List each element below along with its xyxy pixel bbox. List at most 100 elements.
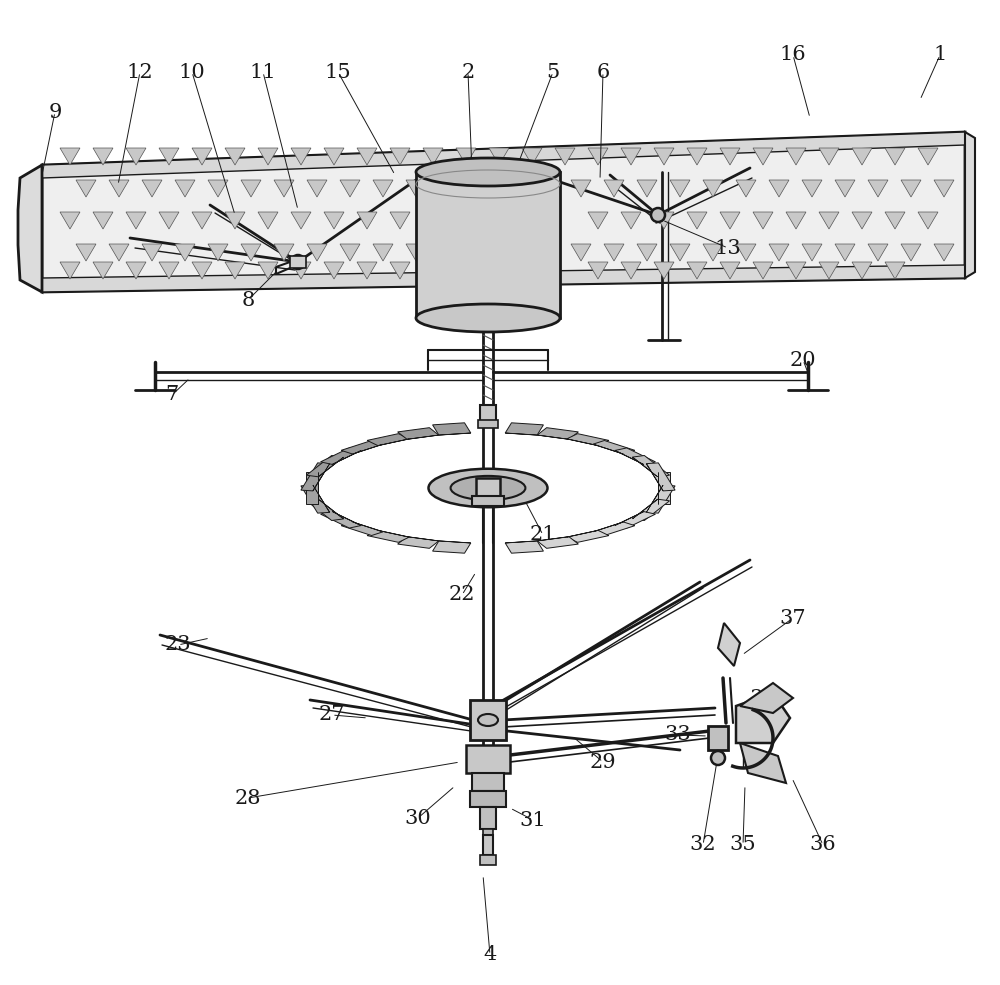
Polygon shape	[175, 244, 195, 261]
Polygon shape	[687, 262, 707, 279]
Polygon shape	[819, 148, 839, 165]
Polygon shape	[318, 499, 344, 519]
Polygon shape	[390, 212, 410, 229]
Polygon shape	[786, 148, 806, 165]
Polygon shape	[93, 148, 113, 165]
Polygon shape	[225, 262, 245, 279]
Polygon shape	[637, 180, 657, 197]
Polygon shape	[301, 463, 330, 491]
Polygon shape	[505, 423, 543, 435]
Bar	[483, 829, 493, 837]
Polygon shape	[718, 623, 740, 666]
Polygon shape	[621, 262, 641, 279]
Ellipse shape	[451, 476, 525, 500]
Polygon shape	[353, 522, 383, 532]
Polygon shape	[332, 450, 361, 464]
Polygon shape	[670, 180, 690, 197]
Polygon shape	[306, 472, 318, 504]
Polygon shape	[571, 180, 591, 197]
Polygon shape	[885, 212, 905, 229]
Polygon shape	[835, 180, 855, 197]
Polygon shape	[126, 262, 146, 279]
Text: 10: 10	[179, 62, 205, 82]
Text: 31: 31	[520, 811, 546, 829]
Polygon shape	[258, 262, 278, 279]
Polygon shape	[571, 244, 591, 261]
Text: 12: 12	[127, 62, 153, 82]
Polygon shape	[76, 180, 96, 197]
Polygon shape	[646, 485, 663, 512]
Text: 21: 21	[530, 526, 556, 545]
Polygon shape	[126, 148, 146, 165]
Polygon shape	[313, 464, 330, 491]
Polygon shape	[439, 433, 471, 435]
Polygon shape	[740, 683, 793, 713]
Polygon shape	[76, 244, 96, 261]
Polygon shape	[703, 180, 723, 197]
Polygon shape	[852, 212, 872, 229]
Ellipse shape	[478, 714, 498, 726]
Polygon shape	[406, 244, 426, 261]
Polygon shape	[593, 522, 623, 532]
Polygon shape	[42, 265, 965, 292]
Polygon shape	[159, 212, 179, 229]
Polygon shape	[307, 180, 327, 197]
Polygon shape	[852, 148, 872, 165]
Bar	[472, 773, 504, 791]
Polygon shape	[593, 522, 635, 536]
Polygon shape	[740, 743, 786, 783]
Polygon shape	[93, 212, 113, 229]
Polygon shape	[357, 148, 377, 165]
Polygon shape	[720, 262, 740, 279]
Polygon shape	[126, 212, 146, 229]
Polygon shape	[965, 132, 975, 278]
Polygon shape	[588, 262, 608, 279]
Polygon shape	[934, 244, 954, 261]
Polygon shape	[373, 180, 393, 197]
Polygon shape	[225, 148, 245, 165]
Polygon shape	[208, 180, 228, 197]
Polygon shape	[868, 180, 888, 197]
Ellipse shape	[291, 255, 305, 269]
Bar	[480, 807, 496, 829]
Polygon shape	[192, 212, 212, 229]
Polygon shape	[398, 537, 439, 549]
Ellipse shape	[651, 208, 665, 222]
Polygon shape	[390, 148, 410, 165]
Text: 34: 34	[750, 689, 776, 707]
Polygon shape	[258, 212, 278, 229]
Polygon shape	[621, 212, 641, 229]
Text: 29: 29	[590, 753, 616, 771]
Polygon shape	[258, 148, 278, 165]
Polygon shape	[340, 244, 360, 261]
Polygon shape	[93, 262, 113, 279]
Bar	[470, 791, 506, 807]
Polygon shape	[736, 244, 756, 261]
Polygon shape	[934, 180, 954, 197]
Polygon shape	[291, 212, 311, 229]
Polygon shape	[632, 455, 670, 477]
Polygon shape	[307, 244, 327, 261]
Polygon shape	[537, 537, 578, 549]
Polygon shape	[786, 212, 806, 229]
Polygon shape	[819, 262, 839, 279]
Polygon shape	[407, 537, 439, 541]
Polygon shape	[192, 148, 212, 165]
Polygon shape	[208, 244, 228, 261]
Polygon shape	[142, 180, 162, 197]
Polygon shape	[433, 541, 471, 554]
Polygon shape	[687, 148, 707, 165]
Polygon shape	[753, 148, 773, 165]
Text: 27: 27	[319, 705, 345, 725]
Text: 8: 8	[241, 291, 255, 309]
Polygon shape	[802, 244, 822, 261]
Polygon shape	[225, 212, 245, 229]
Text: 33: 33	[665, 726, 691, 745]
Polygon shape	[654, 148, 674, 165]
Polygon shape	[637, 244, 657, 261]
Polygon shape	[18, 165, 42, 292]
Polygon shape	[367, 433, 409, 445]
Polygon shape	[654, 262, 674, 279]
Polygon shape	[918, 148, 938, 165]
Text: 9: 9	[48, 102, 62, 121]
